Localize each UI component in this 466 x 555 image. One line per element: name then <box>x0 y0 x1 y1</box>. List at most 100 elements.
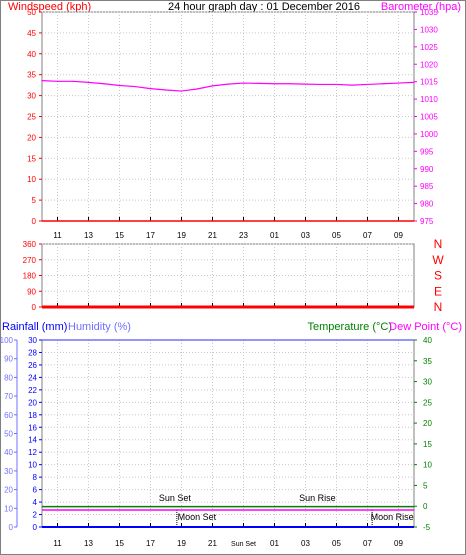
temperature-tick-label: -5 <box>423 523 431 532</box>
humidity-tick-label: 100 <box>0 336 14 345</box>
rainfall-tick-label: 16 <box>28 423 37 432</box>
barometer-tick-label: 975 <box>420 217 434 226</box>
rain-panel-x-tick-label: 21 <box>208 539 217 548</box>
barometer-point <box>149 88 152 90</box>
barometer-point <box>397 82 400 84</box>
barometer-tick-label: 1010 <box>420 95 438 104</box>
windspeed-tick-label: 20 <box>27 133 36 142</box>
compass-label: N <box>434 237 443 251</box>
wind-panel-x-tick-label: 13 <box>84 231 93 240</box>
wind-panel-x-tick-label: 01 <box>270 231 279 240</box>
direction-tick-label: 180 <box>23 272 37 281</box>
humidity-tick-label: 10 <box>4 504 13 513</box>
rainfall-tick-label: 22 <box>28 386 37 395</box>
windspeed-tick-label: 45 <box>27 29 36 38</box>
wind-panel-x-tick-label: 05 <box>332 231 341 240</box>
rainfall-tick-label: 4 <box>33 498 38 507</box>
rainfall-tick-label: 30 <box>28 336 37 345</box>
barometer-tick-label: 985 <box>420 182 434 191</box>
compass-label: W <box>432 253 444 267</box>
rain-panel-x-tick-label: 03 <box>301 539 310 548</box>
barometer-point <box>56 80 59 82</box>
rainfall-tick-label: 20 <box>28 398 37 407</box>
windspeed-tick-label: 0 <box>32 217 37 226</box>
barometer-point <box>180 90 183 92</box>
wind-panel-x-tick-label: 03 <box>301 231 310 240</box>
windspeed-tick-label: 25 <box>27 113 36 122</box>
rain-panel-x-tick-label: 15 <box>115 539 124 548</box>
rain-panel-frame <box>41 339 415 528</box>
sun-set-x-marker: Sun Set <box>231 541 256 548</box>
rain-panel-x-tick-label: 07 <box>363 539 372 548</box>
rainfall-tick-label: 26 <box>28 361 37 370</box>
rainfall-tick-label: 12 <box>28 448 37 457</box>
barometer-point <box>118 84 121 87</box>
windspeed-tick-label: 15 <box>27 154 36 163</box>
barometer-point <box>273 83 276 85</box>
humidity-tick-label: 50 <box>4 430 13 439</box>
barometer-point <box>413 81 415 83</box>
barometer-point <box>87 81 90 83</box>
barometer-point <box>335 83 338 86</box>
barometer-point <box>304 83 307 85</box>
rainfall-tick-label: 2 <box>33 511 38 520</box>
wind-panel-x-tick-label: 07 <box>363 231 372 240</box>
rain-panel-x-tick-label: 13 <box>84 539 93 548</box>
temperature-axis-title: Temperature (°C) <box>308 321 392 333</box>
barometer-tick-label: 1030 <box>420 25 438 34</box>
rain-panel-x-tick-label: 09 <box>394 539 403 548</box>
temperature-tick-label: 15 <box>423 440 432 449</box>
humidity-tick-label: 60 <box>4 411 13 420</box>
wind-panel-x-tick-label: 17 <box>146 231 155 240</box>
rainfall-tick-label: 0 <box>33 523 38 532</box>
windspeed-axis-title: Windspeed (kph) <box>8 1 91 13</box>
barometer-point <box>366 83 369 86</box>
wind-panel-x-tick-label: 09 <box>394 231 403 240</box>
barometer-point <box>134 85 136 88</box>
barometer-tick-label: 1025 <box>420 43 438 52</box>
windspeed-tick-label: 30 <box>27 92 36 101</box>
direction-tick-label: 0 <box>32 303 37 312</box>
barometer-tick-label: 1005 <box>420 113 438 122</box>
sun-event-label: Sun Set <box>159 493 192 503</box>
windspeed-tick-label: 10 <box>27 175 36 184</box>
temperature-tick-label: 40 <box>423 336 432 345</box>
humidity-tick-label: 90 <box>4 355 13 364</box>
windspeed-tick-label: 50 <box>27 8 36 17</box>
barometer-point <box>320 83 322 86</box>
wind-direction-panel: 0 N 90 E 180 S 270 W 360 N <box>23 237 445 314</box>
barometer-point <box>351 84 353 86</box>
barometer-tick-label: 1000 <box>420 130 438 139</box>
wind-panel-x-tick-label: 21 <box>208 231 217 240</box>
temperature-tick-label: 5 <box>423 481 428 490</box>
wind-panel-x-tick-label: 15 <box>115 231 124 240</box>
dewpoint-axis-title: Dew Point (°C) <box>389 321 462 333</box>
barometer-point <box>227 83 229 85</box>
rainfall-tick-label: 6 <box>33 486 38 495</box>
barometer-point <box>289 83 291 85</box>
humidity-tick-label: 80 <box>4 373 13 382</box>
rain-panel-x-tick-label: 11 <box>53 539 62 548</box>
barometer-point <box>165 89 167 91</box>
barometer-point <box>196 88 198 90</box>
rainfall-tick-label: 14 <box>28 436 37 445</box>
barometer-point <box>382 83 384 85</box>
rainfall-axis-title: Rainfall (mm) <box>2 321 67 333</box>
compass-label: S <box>434 269 442 283</box>
humidity-tick-label: 40 <box>4 448 13 457</box>
direction-tick-label: 90 <box>27 287 36 296</box>
humidity-tick-label: 70 <box>4 392 13 401</box>
barometer-tick-label: 990 <box>420 165 434 174</box>
temperature-tick-label: 0 <box>423 502 428 511</box>
moon-event-label: Moon Set <box>178 512 217 522</box>
rain-panel-x-tick-label: 19 <box>177 539 186 548</box>
rainfall-tick-label: 10 <box>28 461 37 470</box>
windspeed-point <box>413 220 415 222</box>
compass-label: N <box>434 300 443 314</box>
humidity-tick-label: 30 <box>4 467 13 476</box>
wind-pressure-panel: 0510152025303540455097598098599099510001… <box>27 8 438 240</box>
barometer-point <box>41 80 43 82</box>
wind-panel-x-tick-label: 11 <box>53 231 62 240</box>
direction-tick-label: 360 <box>23 240 37 249</box>
